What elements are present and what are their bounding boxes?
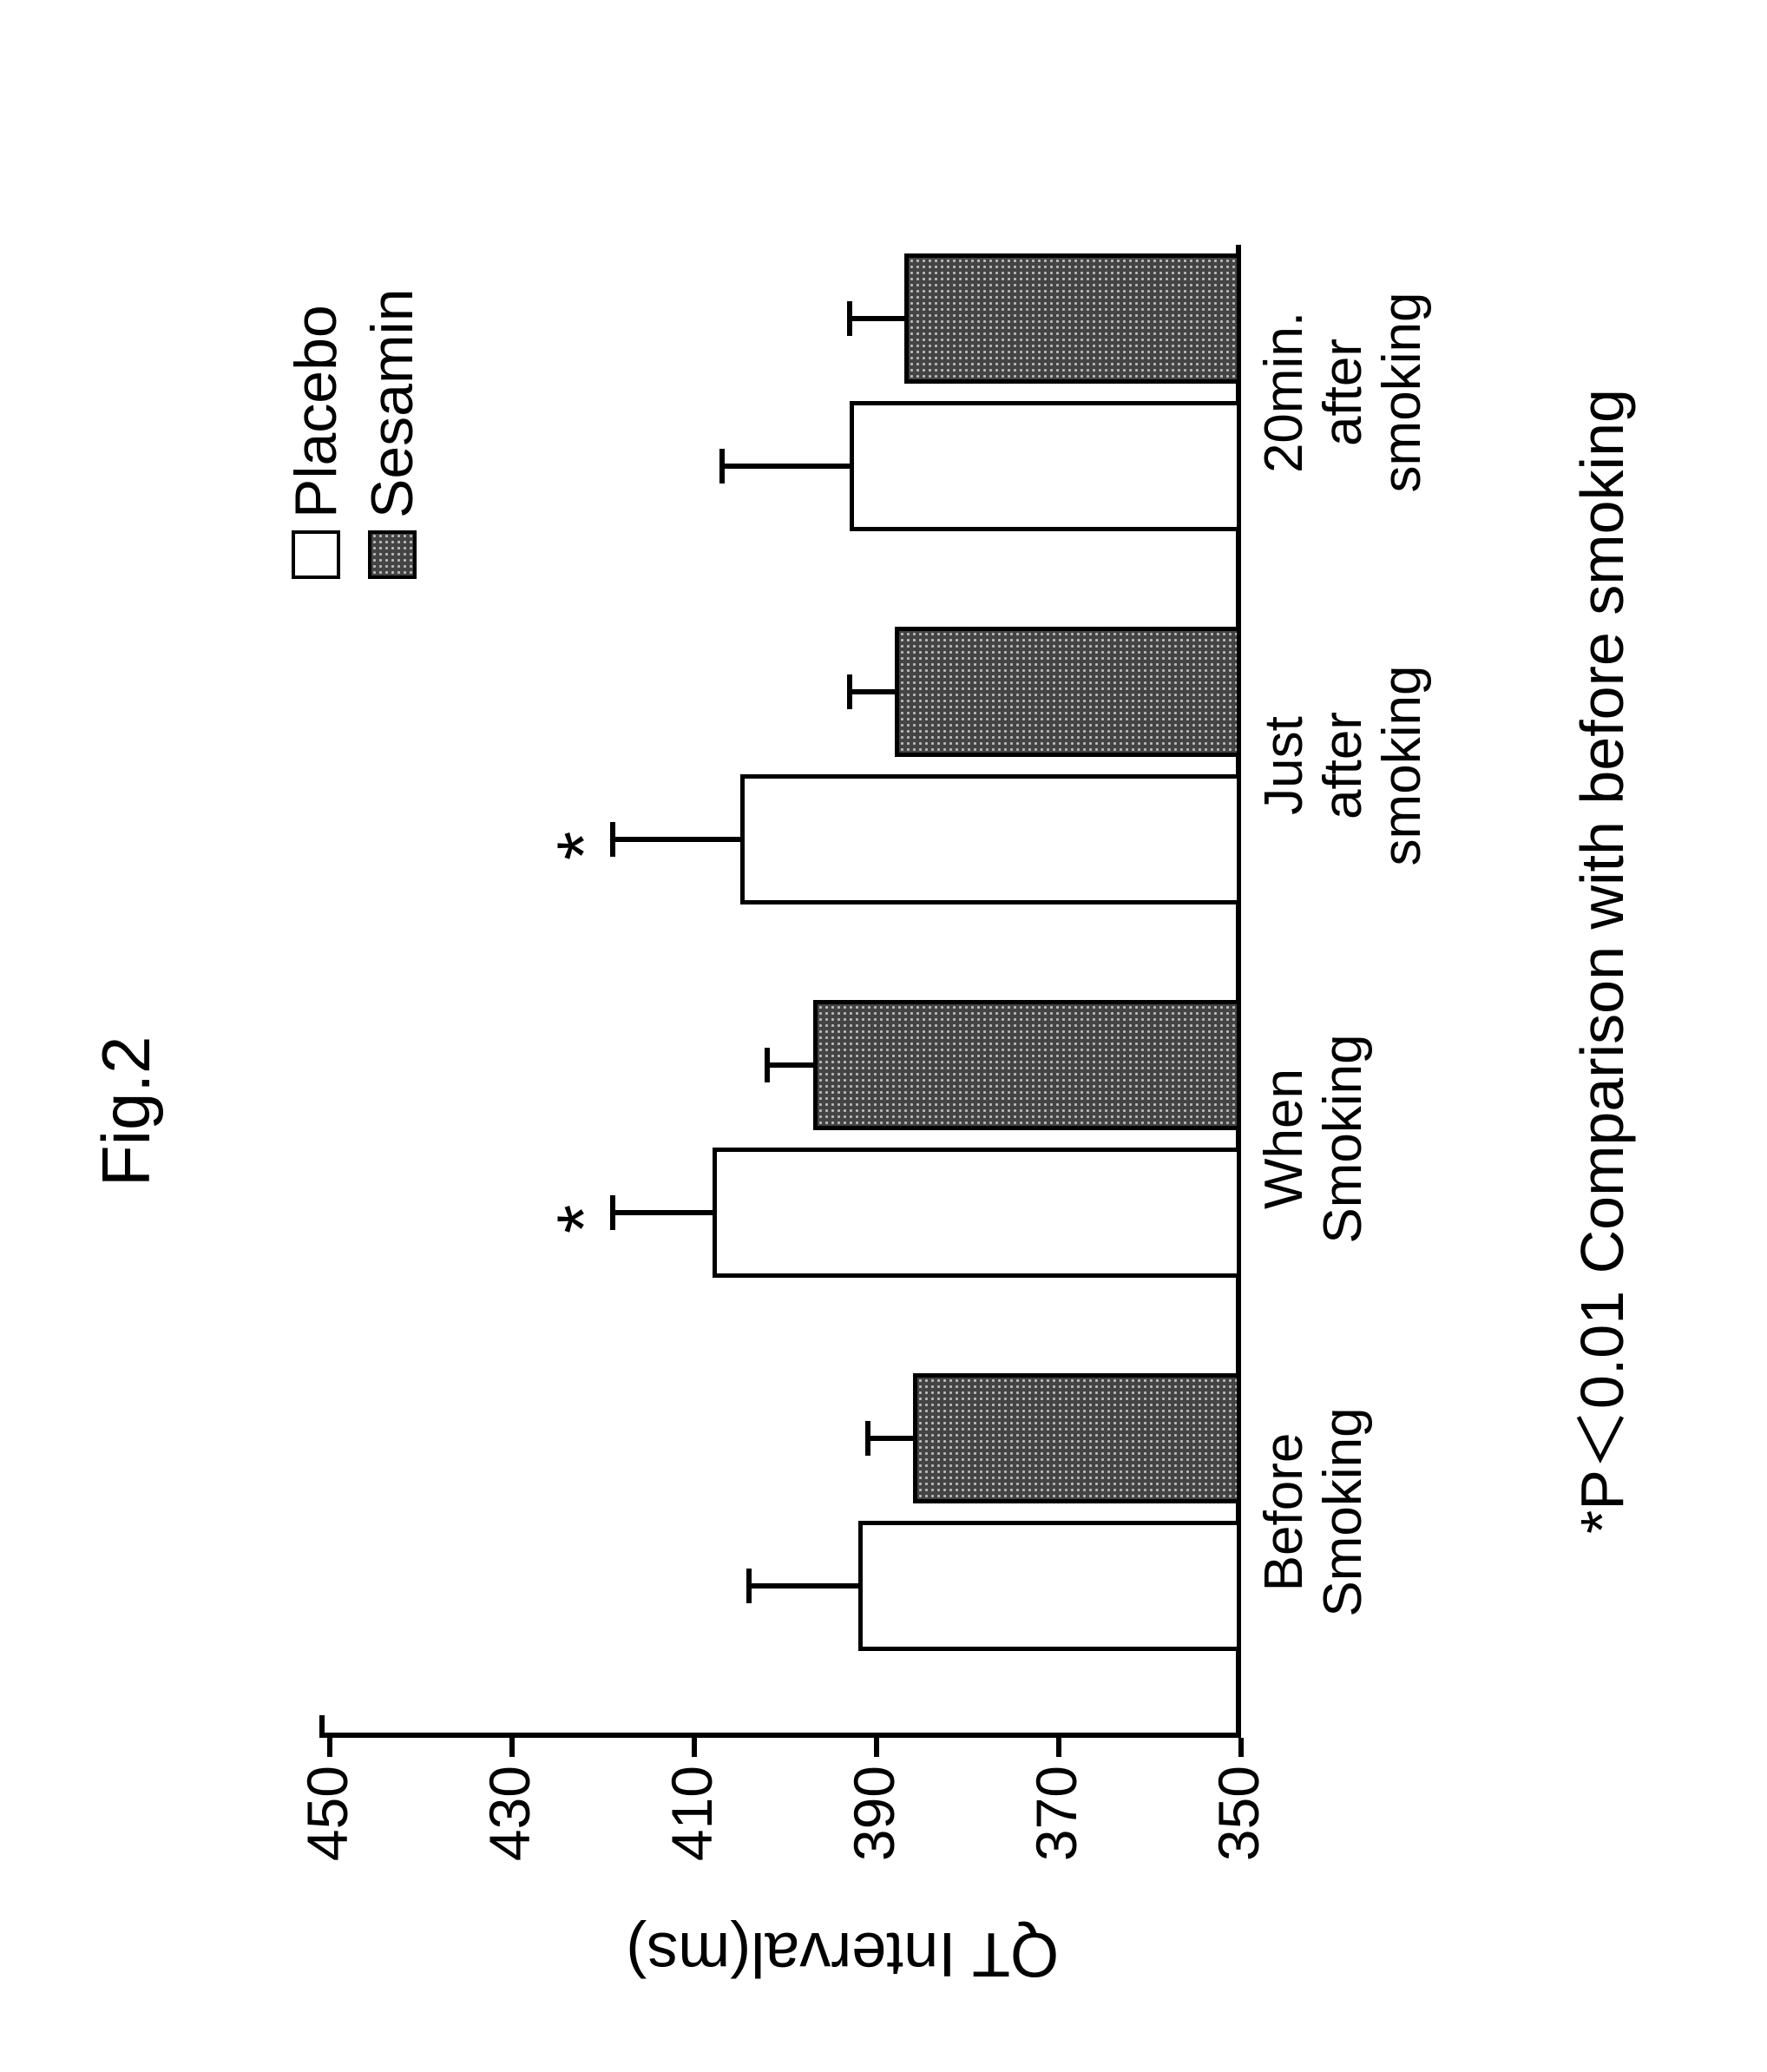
- error-bar-cap: [847, 674, 852, 709]
- error-bar: [850, 316, 904, 321]
- bar-placebo: [850, 401, 1242, 531]
- error-bar: [850, 689, 896, 694]
- y-tick: [509, 1738, 515, 1757]
- error-bar-cap: [847, 301, 852, 336]
- bar-sesamin: [813, 1000, 1242, 1130]
- error-bar-cap: [746, 1569, 752, 1603]
- y-tick-label: 430: [476, 1766, 542, 1913]
- error-bar: [767, 1062, 813, 1068]
- y-tick-label: 370: [1023, 1766, 1089, 1913]
- bar-sesamin: [904, 253, 1242, 384]
- error-bar: [749, 1583, 858, 1589]
- figure-title: Fig.2: [87, 1036, 166, 1187]
- error-bar-cap: [865, 1421, 870, 1456]
- page-root: Fig.2 PlaceboSesamin 350370390410430450*…: [0, 0, 1767, 2072]
- significance-marker: *: [542, 832, 627, 860]
- y-tick: [327, 1738, 332, 1757]
- x-axis-label: Just after smoking: [1255, 601, 1433, 931]
- y-tick-label: 390: [841, 1766, 907, 1913]
- plot-area: 350370390410430450**: [330, 245, 1241, 1738]
- x-axis-label: Before Smoking: [1255, 1347, 1373, 1677]
- y-axis-title: QT Interval(ms): [626, 1918, 1059, 1990]
- bar-placebo: [858, 1521, 1241, 1651]
- error-bar: [613, 1210, 713, 1215]
- significance-marker: *: [542, 1205, 627, 1233]
- y-tick-label: 350: [1205, 1766, 1271, 1913]
- bar-placebo: [713, 1148, 1241, 1278]
- x-axis-label: 20min. after smoking: [1255, 227, 1433, 557]
- y-tick: [1238, 1738, 1244, 1757]
- bar-sesamin: [913, 1373, 1241, 1503]
- error-bar-cap: [719, 449, 725, 483]
- error-bar: [868, 1436, 914, 1441]
- error-bar: [722, 464, 850, 469]
- bar-placebo: [740, 774, 1242, 904]
- y-tick-label: 450: [294, 1766, 360, 1913]
- y-tick: [1056, 1738, 1061, 1757]
- y-tick-label: 410: [659, 1766, 725, 1913]
- y-axis-top-cap: [319, 1715, 325, 1738]
- y-tick: [692, 1738, 697, 1757]
- bar-sesamin: [895, 627, 1241, 757]
- x-axis-label: When Smoking: [1255, 974, 1373, 1304]
- error-bar-cap: [765, 1048, 770, 1082]
- y-tick: [874, 1738, 879, 1757]
- error-bar: [613, 837, 740, 842]
- y-axis: [319, 1733, 1241, 1738]
- rotated-content: Fig.2 PlaceboSesamin 350370390410430450*…: [0, 0, 1767, 2072]
- significance-footnote: *P＜0.01 Comparison with before smoking: [1554, 389, 1641, 1534]
